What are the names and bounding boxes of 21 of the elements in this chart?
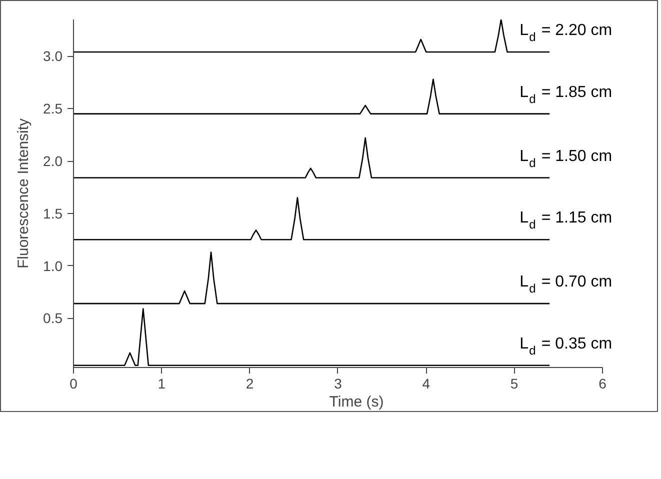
x-axis-title: Time (s) [329,394,384,410]
line-series [74,308,550,366]
y-tick-label: 0.5 [43,310,63,326]
line-series [74,197,550,240]
line-series [74,78,550,114]
y-tick-label: 1.5 [43,205,63,222]
y-tick-label: 1.0 [43,258,63,274]
line-series [74,137,550,178]
y-axis-title: Fluorescence Intensity [15,118,32,269]
x-tick-label: 0 [70,376,78,392]
x-tick-label: 3 [334,376,342,392]
line-series [74,252,550,304]
x-tick-label: 6 [598,376,607,392]
x-tick-label: 5 [510,376,518,392]
y-tick-label: 2.0 [43,153,63,170]
x-tick-label: 4 [422,376,430,392]
x-tick-label: 2 [246,376,254,392]
x-tick-label: 1 [158,376,166,392]
y-tick-label: 3.0 [43,48,63,64]
line-series [74,20,550,53]
y-tick-label: 2.5 [43,100,63,117]
